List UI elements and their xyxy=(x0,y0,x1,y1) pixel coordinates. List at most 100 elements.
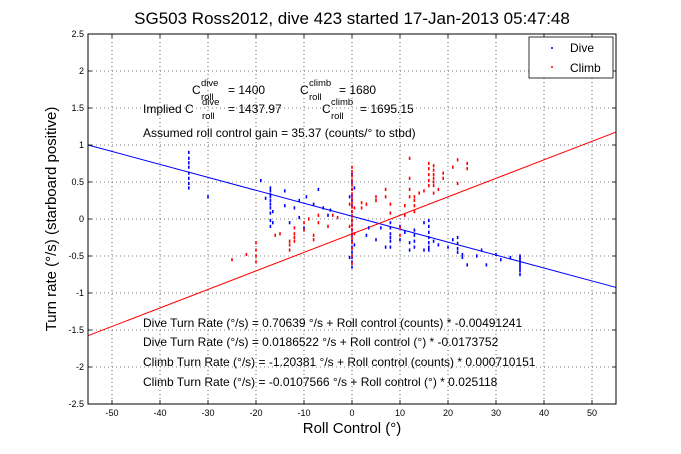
y-tick-label: 0 xyxy=(79,214,84,224)
dive-point xyxy=(428,248,430,252)
dive-point xyxy=(389,226,392,230)
implied-annotation: Implied C dive roll = 1437.97 C climb ro… xyxy=(143,97,414,122)
climb-point xyxy=(432,184,435,188)
climb-point xyxy=(351,247,353,251)
dive-point xyxy=(456,250,459,254)
x-tick-label: 20 xyxy=(443,408,453,418)
climb-point xyxy=(351,261,353,265)
climb-point xyxy=(353,232,356,236)
x-axis-label: Roll Control (°) xyxy=(303,420,402,437)
dive-point xyxy=(351,265,353,269)
x-tick-label: -50 xyxy=(105,408,118,418)
climb-point xyxy=(231,258,233,262)
climb-point xyxy=(404,213,406,217)
x-tick-label: 50 xyxy=(587,408,597,418)
dive-point xyxy=(413,239,416,243)
climb-point xyxy=(466,167,468,171)
climb-point xyxy=(351,254,353,258)
climb-point xyxy=(413,204,416,208)
dive-point xyxy=(269,206,272,210)
dive-point xyxy=(269,192,272,197)
dive-point xyxy=(317,187,320,191)
dive-point xyxy=(353,243,356,247)
dive-point xyxy=(322,206,324,210)
climb-point xyxy=(442,171,444,175)
c-dive-base: C xyxy=(192,83,201,97)
climb-point xyxy=(288,239,291,243)
climb-point xyxy=(428,173,430,177)
dive-point xyxy=(260,178,262,183)
climb-point xyxy=(351,214,353,218)
y-tick-label: -2.5 xyxy=(68,399,84,409)
dive-point xyxy=(312,202,315,206)
dive-point xyxy=(452,238,454,242)
x-tick-label: 0 xyxy=(349,408,354,418)
climb-point xyxy=(351,178,353,183)
dive-point xyxy=(365,233,368,237)
dive-point xyxy=(348,195,351,199)
climb-point xyxy=(293,232,296,236)
c-climb-base: C xyxy=(300,83,309,97)
climb-point xyxy=(418,191,420,195)
climb-point xyxy=(432,191,435,195)
dive-point xyxy=(519,263,521,267)
climb-point xyxy=(365,202,368,206)
dive-point xyxy=(461,255,464,260)
dive-point xyxy=(272,221,274,225)
dive-point xyxy=(423,248,425,252)
dive-point xyxy=(413,228,416,232)
y-tick-label: -2 xyxy=(76,362,84,372)
climb-point xyxy=(293,226,296,230)
climb-point xyxy=(408,176,411,180)
y-tick-label: 2.5 xyxy=(71,29,84,39)
dive-point xyxy=(404,230,406,234)
climb-point xyxy=(442,176,444,180)
climb-point xyxy=(375,195,377,199)
x-ticks: -50 -40 -30 -20 -10 0 10 20 30 40 50 xyxy=(105,34,597,418)
dive-degrees-equation: Dive Turn Rate (°/s) = 0.0186522 °/s + R… xyxy=(143,335,499,349)
climb-point xyxy=(255,241,257,245)
dive-point xyxy=(466,263,468,267)
dive-point xyxy=(485,263,488,267)
dive-point xyxy=(269,186,272,190)
dive-point xyxy=(293,206,296,210)
climb-point xyxy=(413,210,416,214)
dive-point xyxy=(353,186,356,190)
x-tick-label: 30 xyxy=(491,408,501,418)
data-points xyxy=(188,150,521,277)
climb-point xyxy=(428,161,430,166)
dive-point xyxy=(519,258,521,262)
dive-point xyxy=(428,230,430,234)
climb-point xyxy=(274,233,276,237)
legend-climb-label: Climb xyxy=(570,61,601,75)
dive-point xyxy=(269,218,272,223)
climb-point xyxy=(466,161,468,166)
legend-dive-label: Dive xyxy=(570,41,594,55)
climb-point xyxy=(312,238,315,242)
legend-dive-marker xyxy=(551,47,553,49)
climb-point xyxy=(389,211,392,215)
x-tick-label: -20 xyxy=(249,408,262,418)
climb-point xyxy=(432,164,435,168)
x-tick-label: -30 xyxy=(201,408,214,418)
climb-point xyxy=(288,248,291,252)
dive-point xyxy=(284,189,286,193)
dive-point xyxy=(399,238,401,242)
climb-point xyxy=(413,195,416,199)
dive-point xyxy=(351,198,353,203)
dive-point xyxy=(461,252,464,257)
climb-point xyxy=(351,232,353,236)
climb-point xyxy=(351,236,353,240)
c-climb-sup: climb xyxy=(309,78,331,89)
climb-point xyxy=(408,187,411,191)
climb-point xyxy=(353,206,356,210)
dive-point xyxy=(188,165,190,169)
climb-point xyxy=(332,213,334,217)
dive-point xyxy=(188,156,190,160)
dive-point xyxy=(327,213,329,217)
climb-point xyxy=(413,198,416,203)
climb-point xyxy=(375,198,377,203)
y-tick-label: 0.5 xyxy=(71,177,84,187)
climb-point xyxy=(308,217,310,221)
